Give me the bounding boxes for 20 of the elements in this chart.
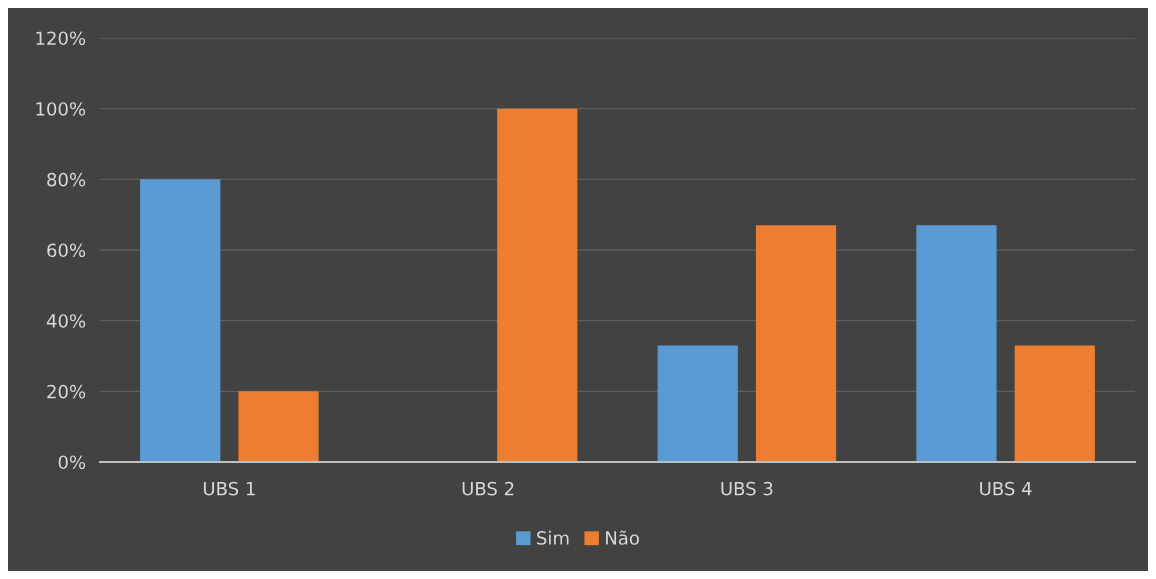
x-tick-label: UBS 3: [721, 481, 773, 496]
y-tick-label: 120%: [36, 31, 86, 46]
legend-label: Sim: [537, 530, 569, 545]
y-tick-label: 20%: [47, 384, 86, 399]
bar: [755, 225, 837, 462]
bar: [238, 391, 319, 462]
bar: [657, 345, 738, 462]
bar: [1014, 345, 1095, 462]
bar: [497, 108, 578, 462]
x-tick-label: UBS 2: [462, 481, 514, 496]
y-tick-label: 100%: [36, 102, 86, 116]
y-tick-label: 40%: [46, 314, 86, 328]
y-tick-label: 60%: [47, 243, 86, 258]
x-tick-label: UBS 1: [203, 481, 255, 496]
legend-label: Não: [606, 530, 639, 545]
y-tick-label: 0%: [58, 455, 86, 470]
y-tick-label: 80%: [47, 172, 86, 187]
bar: [916, 225, 997, 462]
x-tick-label: UBS 4: [980, 481, 1032, 496]
bar: [140, 179, 221, 462]
